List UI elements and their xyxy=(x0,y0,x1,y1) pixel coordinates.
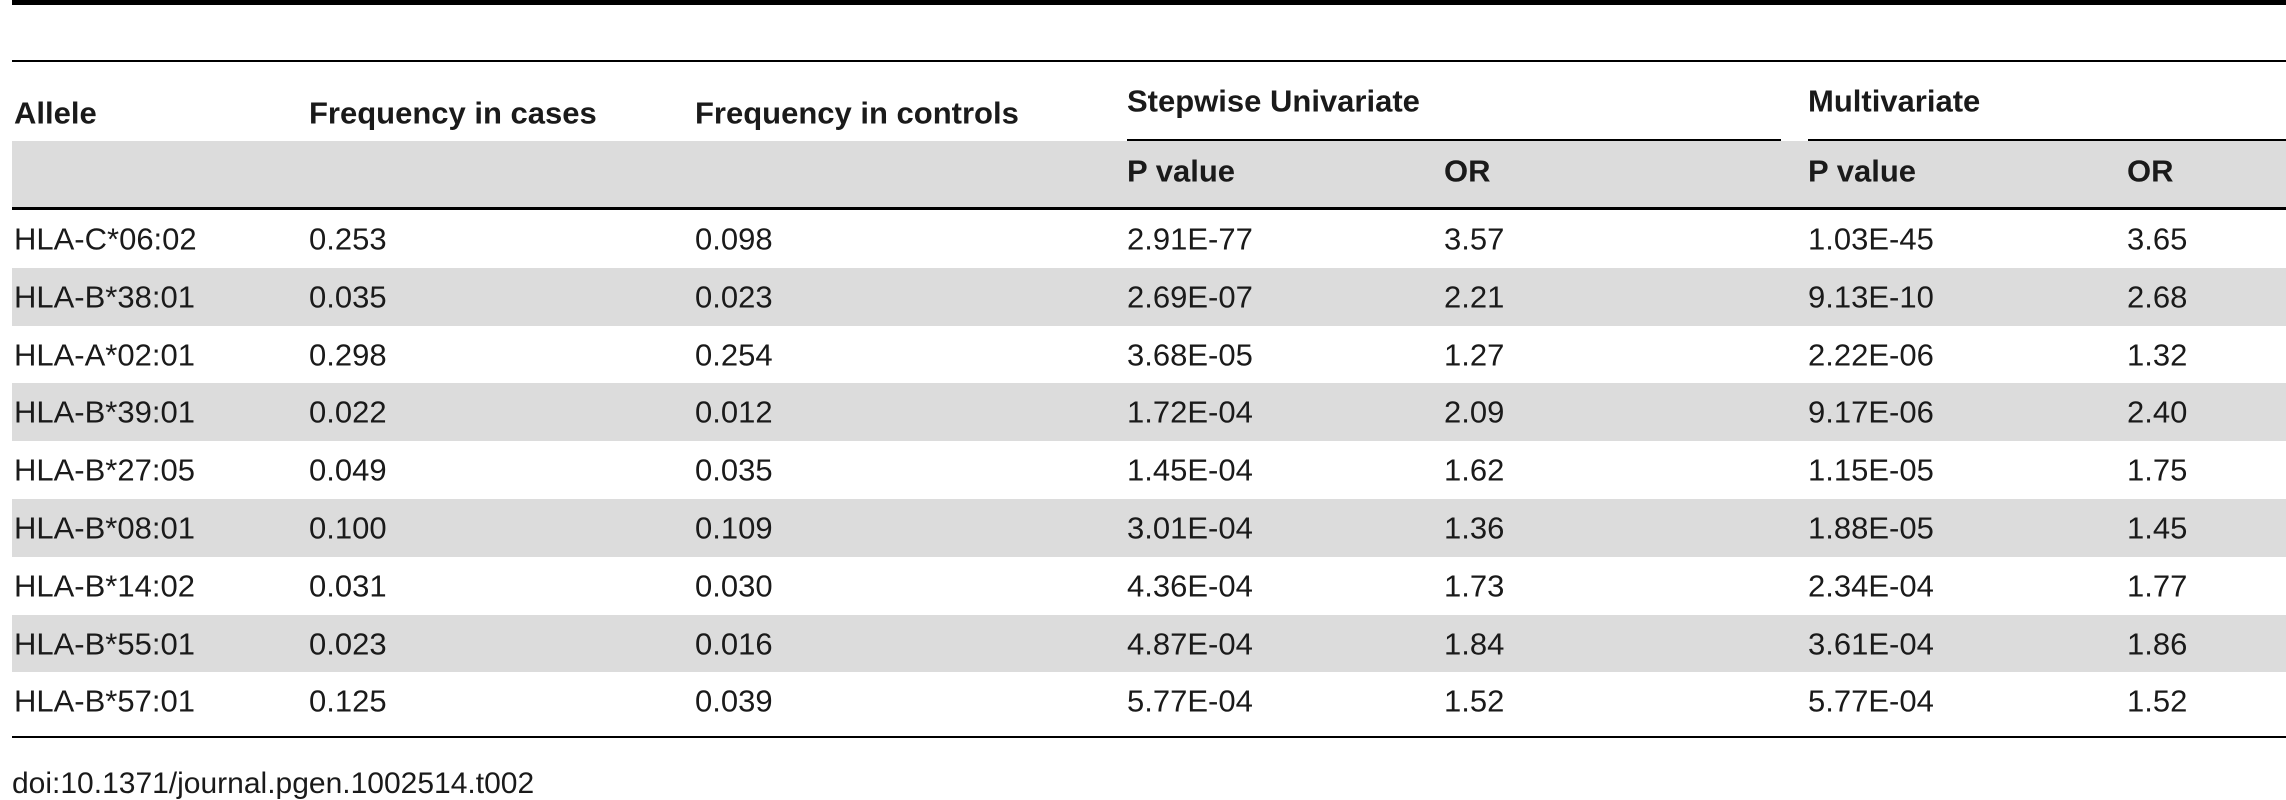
cell-multivariate-or: 1.75 xyxy=(2127,452,2188,488)
cell-stepwise-or: 1.84 xyxy=(1444,626,1505,661)
cell-multivariate-or: 3.65 xyxy=(2127,221,2188,257)
cell-multivariate-or: 1.77 xyxy=(2127,568,2188,604)
cell-freq-controls: 0.039 xyxy=(695,683,773,719)
cell-freq-controls: 0.023 xyxy=(695,279,773,315)
row-shade-band xyxy=(12,383,2286,442)
cell-multivariate-or: 2.40 xyxy=(2127,394,2188,430)
cell-freq-cases: 0.298 xyxy=(309,337,387,372)
cell-stepwise-or: 1.73 xyxy=(1444,568,1505,604)
table-caption-doi: doi:10.1371/journal.pgen.1002514.t002 xyxy=(12,767,535,800)
cell-stepwise-or: 1.52 xyxy=(1444,683,1505,719)
cell-freq-controls: 0.030 xyxy=(695,568,773,604)
cell-freq-controls: 0.012 xyxy=(695,394,773,430)
cell-stepwise-p-value: 4.36E-04 xyxy=(1127,568,1253,604)
cell-freq-cases: 0.125 xyxy=(309,683,387,719)
cell-multivariate-or: 1.32 xyxy=(2127,337,2188,372)
cell-stepwise-p-value: 3.01E-04 xyxy=(1127,510,1253,546)
cell-multivariate-p-value: 2.34E-04 xyxy=(1808,568,1934,604)
header-multivariate-p-value: P value xyxy=(1808,153,1917,189)
cell-stepwise-or: 1.27 xyxy=(1444,337,1505,372)
header-stepwise-p-value: P value xyxy=(1127,153,1236,189)
cell-allele: HLA-C*06:02 xyxy=(14,221,197,257)
table-bottom-rule xyxy=(12,736,2286,738)
cell-freq-cases: 0.023 xyxy=(309,626,387,661)
multivariate-group-underline xyxy=(1808,139,2286,141)
cell-multivariate-p-value: 5.77E-04 xyxy=(1808,683,1934,719)
cell-allele: HLA-B*08:01 xyxy=(14,510,195,546)
cell-multivariate-p-value: 1.03E-45 xyxy=(1808,221,1934,257)
cell-freq-controls: 0.035 xyxy=(695,452,773,488)
cell-stepwise-p-value: 2.91E-77 xyxy=(1127,221,1253,257)
cell-multivariate-p-value: 3.61E-04 xyxy=(1808,626,1934,661)
row-shade-band xyxy=(12,499,2286,557)
cell-stepwise-p-value: 1.45E-04 xyxy=(1127,452,1253,488)
cell-allele: HLA-B*55:01 xyxy=(14,626,195,661)
cell-allele: HLA-B*27:05 xyxy=(14,452,195,488)
cell-stepwise-or: 1.62 xyxy=(1444,452,1505,488)
cell-multivariate-p-value: 2.22E-06 xyxy=(1808,337,1934,372)
cell-stepwise-p-value: 2.69E-07 xyxy=(1127,279,1253,315)
row-shade-band xyxy=(12,614,2286,673)
cell-stepwise-p-value: 4.87E-04 xyxy=(1127,626,1253,661)
cell-freq-cases: 0.049 xyxy=(309,452,387,488)
cell-multivariate-or: 1.52 xyxy=(2127,683,2188,719)
header-stepwise-univariate: Stepwise Univariate xyxy=(1127,83,1420,119)
header-allele: Allele xyxy=(14,95,97,131)
cell-freq-cases: 0.022 xyxy=(309,394,387,430)
cell-stepwise-p-value: 3.68E-05 xyxy=(1127,337,1253,372)
header-shade-band xyxy=(12,141,2286,207)
header-top-rule xyxy=(12,60,2286,62)
header-frequency-cases: Frequency in cases xyxy=(309,95,597,131)
cell-multivariate-p-value: 1.88E-05 xyxy=(1808,510,1934,546)
cell-allele: HLA-B*57:01 xyxy=(14,683,195,719)
cell-freq-cases: 0.100 xyxy=(309,510,387,546)
cell-stepwise-p-value: 5.77E-04 xyxy=(1127,683,1253,719)
header-frequency-controls: Frequency in controls xyxy=(695,95,1019,131)
cell-stepwise-p-value: 1.72E-04 xyxy=(1127,394,1253,430)
cell-freq-controls: 0.098 xyxy=(695,221,773,257)
header-bottom-rule xyxy=(12,207,2286,210)
cell-multivariate-or: 1.86 xyxy=(2127,626,2188,661)
cell-freq-cases: 0.031 xyxy=(309,568,387,604)
header-stepwise-or: OR xyxy=(1444,153,1491,189)
cell-freq-controls: 0.254 xyxy=(695,337,773,372)
cell-freq-controls: 0.016 xyxy=(695,626,773,661)
cell-stepwise-or: 3.57 xyxy=(1444,221,1505,257)
cell-allele: HLA-B*14:02 xyxy=(14,568,195,604)
header-multivariate: Multivariate xyxy=(1808,83,1981,119)
cell-freq-cases: 0.035 xyxy=(309,279,387,315)
stepwise-group-underline xyxy=(1127,139,1781,141)
cell-allele: HLA-A*02:01 xyxy=(14,337,195,372)
cell-freq-controls: 0.109 xyxy=(695,510,773,546)
header-multivariate-or: OR xyxy=(2127,153,2174,189)
cell-allele: HLA-B*39:01 xyxy=(14,394,195,430)
cell-multivariate-p-value: 1.15E-05 xyxy=(1808,452,1934,488)
cell-stepwise-or: 2.21 xyxy=(1444,279,1505,315)
cell-stepwise-or: 1.36 xyxy=(1444,510,1505,546)
cell-multivariate-or: 2.68 xyxy=(2127,279,2188,315)
cell-multivariate-p-value: 9.13E-10 xyxy=(1808,279,1934,315)
cell-freq-cases: 0.253 xyxy=(309,221,387,257)
cell-multivariate-p-value: 9.17E-06 xyxy=(1808,394,1934,430)
cell-allele: HLA-B*38:01 xyxy=(14,279,195,315)
cell-multivariate-or: 1.45 xyxy=(2127,510,2188,546)
row-shade-band xyxy=(12,267,2286,326)
top-border-rule xyxy=(12,0,2286,5)
cell-stepwise-or: 2.09 xyxy=(1444,394,1505,430)
